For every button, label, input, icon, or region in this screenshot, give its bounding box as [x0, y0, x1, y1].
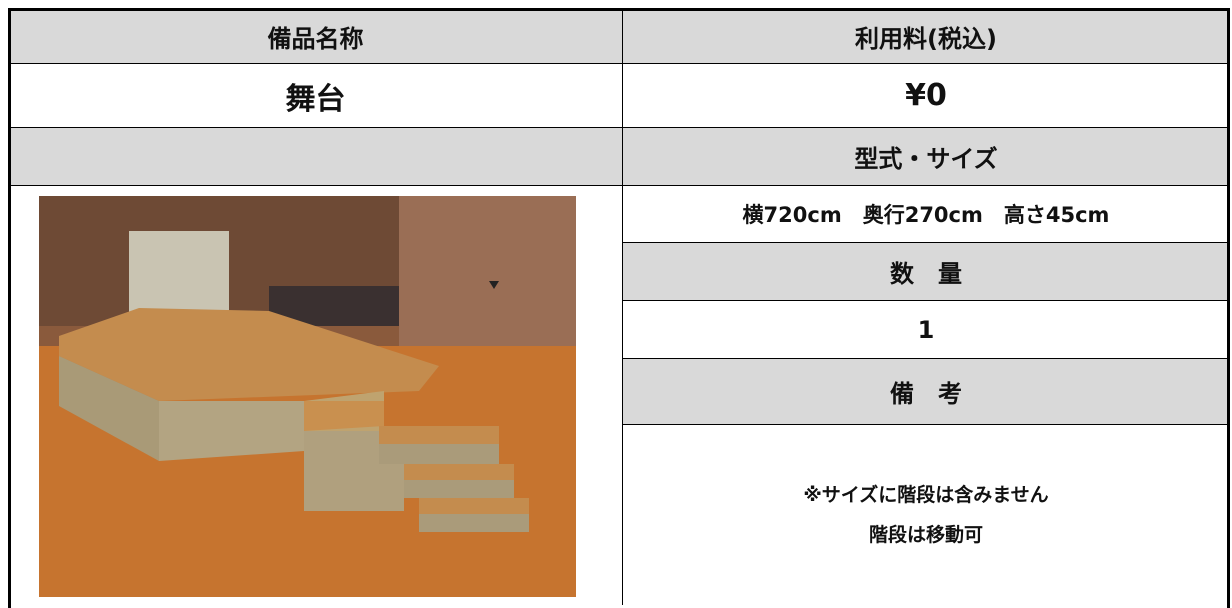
spec-header: 型式・サイズ [622, 127, 1230, 186]
empty-cell [8, 127, 623, 186]
note-line: ※サイズに階段は含みません [803, 483, 1049, 506]
notes: ※サイズに階段は含みません 階段は移動可 [622, 424, 1230, 604]
header-cell: 利用料(税込) [622, 8, 1230, 64]
quantity-header: 数 量 [622, 242, 1230, 301]
stage-photo [39, 196, 576, 597]
header-cell: 備品名称 [8, 8, 623, 64]
note-line: 階段は移動可 [868, 523, 983, 546]
photo-cell [8, 185, 623, 605]
price: ¥0 [622, 63, 1230, 128]
spec: 横720cm 奥行270cm 高さ45cm [622, 185, 1230, 243]
notes-header: 備 考 [622, 358, 1230, 425]
item-name: 舞台 [8, 63, 623, 128]
quantity: 1 [622, 300, 1230, 359]
